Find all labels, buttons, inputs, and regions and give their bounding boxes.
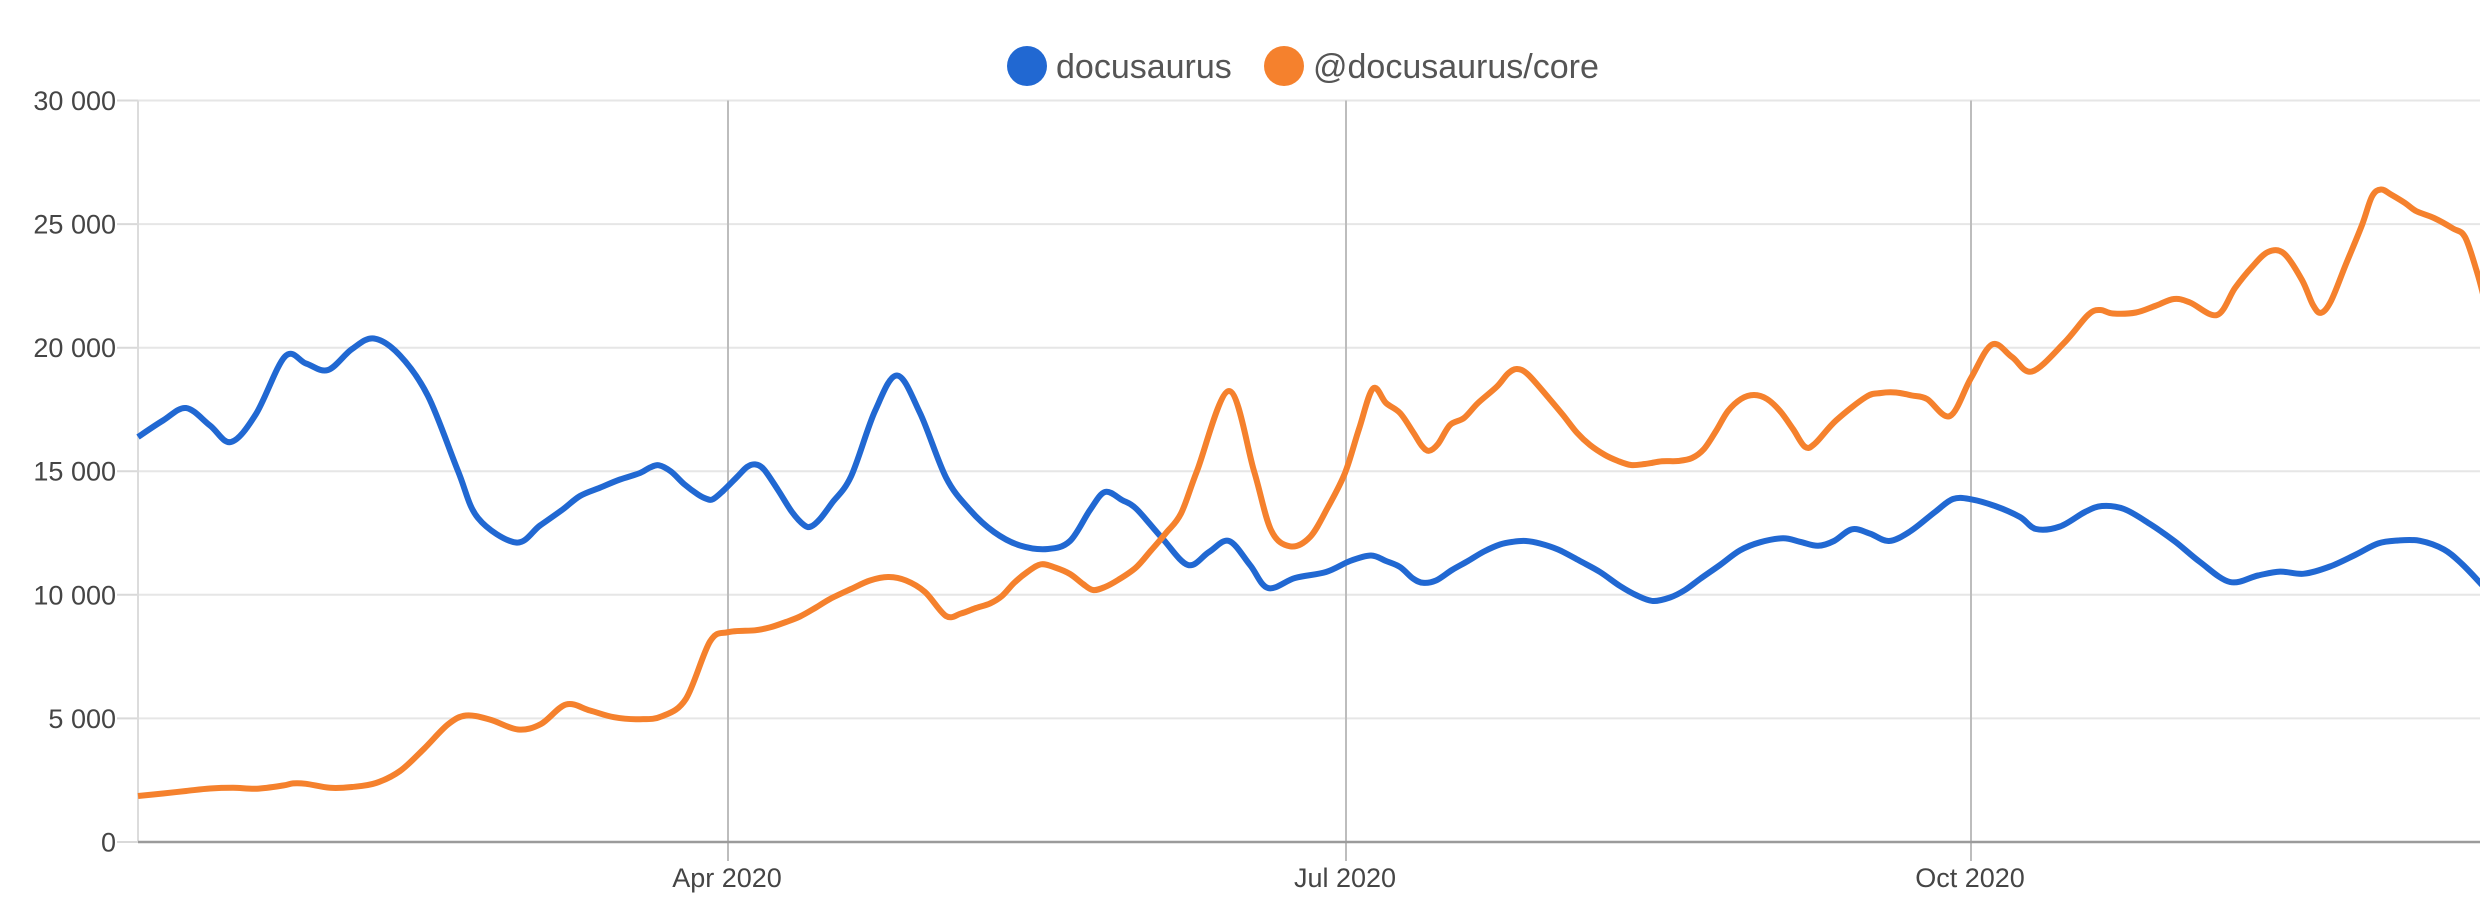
svg-text:@docusaurus/core: @docusaurus/core (1313, 48, 1599, 86)
svg-text:0: 0 (101, 828, 116, 858)
svg-text:Oct 2020: Oct 2020 (1915, 863, 2025, 893)
svg-text:10 000: 10 000 (33, 580, 116, 610)
svg-text:Jul 2020: Jul 2020 (1294, 863, 1396, 893)
svg-text:docusaurus: docusaurus (1056, 48, 1232, 86)
svg-text:30 000: 30 000 (33, 86, 116, 116)
svg-text:5 000: 5 000 (48, 704, 116, 734)
svg-text:20 000: 20 000 (33, 333, 116, 363)
svg-text:15 000: 15 000 (33, 457, 116, 487)
svg-text:25 000: 25 000 (33, 210, 116, 240)
svg-text:Apr 2020: Apr 2020 (672, 863, 782, 893)
